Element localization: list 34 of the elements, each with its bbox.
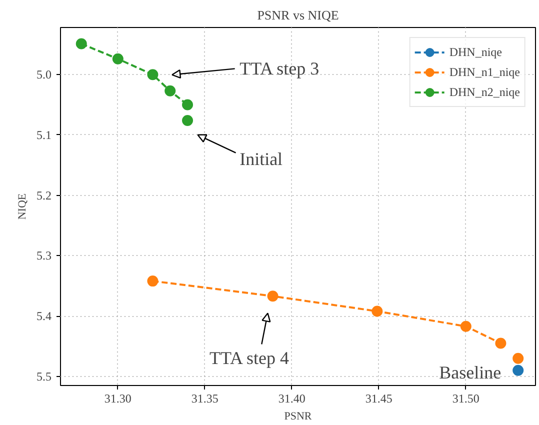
point [182,114,194,126]
point [112,53,124,64]
y-tick-label: 5.4 [36,309,52,324]
y-axis-title: NIQE [16,193,28,220]
y-tick-label: 5.2 [36,188,52,202]
x-tick-label: 31.35 [191,392,218,406]
legend-label: DHN_niqe [449,44,502,60]
point [147,276,158,287]
point [267,290,278,302]
point [164,85,176,96]
annotation: TTA step 4 [210,348,290,368]
y-tick-label: 5.5 [36,369,52,384]
y-tick-label: 5.1 [36,128,52,142]
x-tick-label: 31.40 [278,392,306,406]
x-tick-label: 31.45 [365,392,392,406]
point [512,364,524,376]
point [372,306,383,317]
y-tick-label: 5.0 [36,68,52,82]
point [182,99,194,110]
x-axis-title: PSNR [284,410,312,422]
y-tick-label: 5.3 [36,248,52,263]
point [147,69,158,80]
point [512,352,524,364]
point [495,338,506,349]
legend-label: DHN_n1_niqe [449,64,520,80]
legend-label: DHN_n2_niqe [449,84,520,100]
annotation: Baseline [439,362,502,382]
point [460,320,472,332]
point [76,38,87,50]
chart-title: PSNR vs NIQE [257,8,339,22]
annotation: TTA step 3 [240,58,320,79]
x-tick-label: 31.30 [104,392,132,406]
annotation: Initial [240,148,283,169]
x-tick-label: 31.50 [452,392,480,406]
